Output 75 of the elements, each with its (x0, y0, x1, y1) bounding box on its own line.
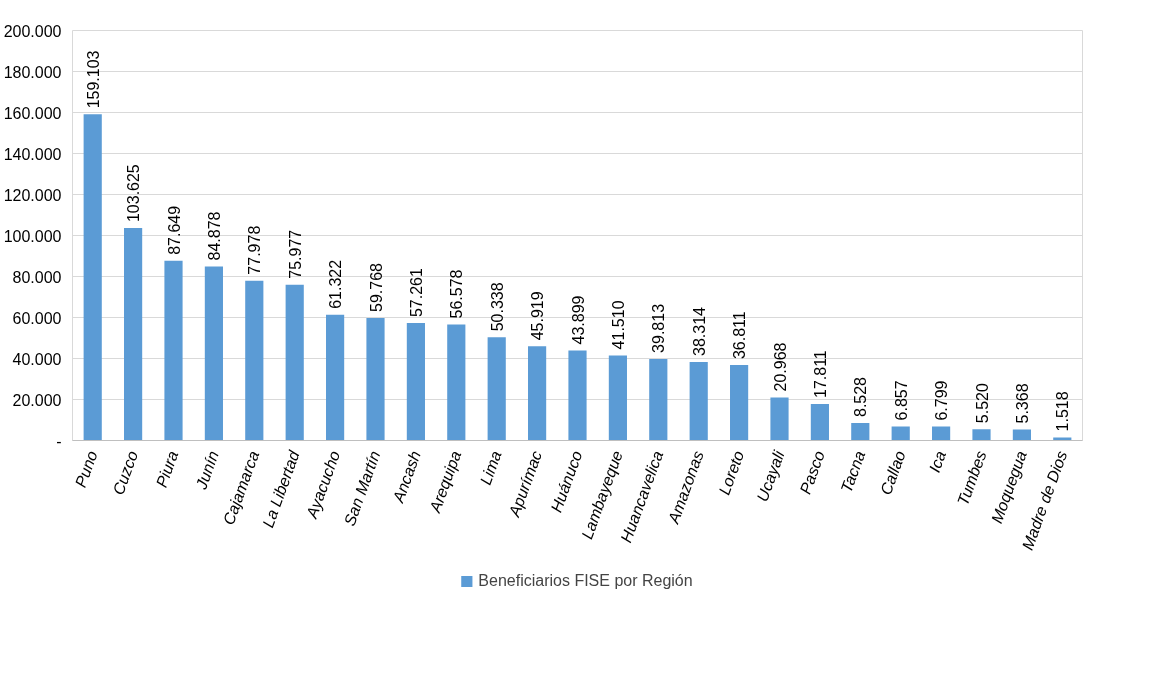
bar (406, 323, 425, 441)
bar (83, 114, 102, 441)
data-label: 84.878 (205, 211, 223, 261)
bar (366, 317, 385, 441)
x-tick-label: San Martín (340, 448, 384, 528)
bar (326, 314, 345, 441)
bar (608, 355, 627, 441)
x-tick-label: Puno (71, 448, 101, 490)
data-label: 6.799 (933, 380, 951, 421)
data-label: 38.314 (690, 306, 708, 356)
data-label: 41.510 (609, 300, 627, 350)
x-tick-label: Lima (476, 448, 505, 487)
data-label: 36.811 (731, 311, 749, 360)
x-tick-label: Loreto (715, 448, 748, 498)
data-label: 50.338 (488, 282, 506, 332)
bar (851, 423, 870, 441)
data-label: 20.968 (771, 342, 789, 392)
y-tick-label: - (56, 432, 62, 450)
x-tick-label: Ica (925, 448, 950, 475)
x-tick-label: Piura (152, 448, 182, 490)
y-tick-label: 200.000 (3, 22, 62, 40)
bar (770, 397, 789, 441)
bar (124, 228, 143, 441)
data-label: 17.811 (811, 350, 829, 398)
data-label: 159.103 (84, 50, 102, 109)
data-label: 87.649 (165, 205, 183, 255)
y-tick-label: 120.000 (3, 186, 62, 204)
x-tick-label: Junín (192, 448, 222, 493)
bar (689, 361, 708, 441)
x-tick-label: Tacna (837, 448, 869, 495)
data-label: 8.528 (852, 376, 870, 418)
legend-label: Beneficiarios FISE por Región (478, 571, 693, 590)
bar (528, 346, 547, 441)
bar (1053, 437, 1072, 441)
y-tick-label: 60.000 (12, 309, 62, 327)
bar (932, 426, 951, 441)
bar (164, 260, 183, 441)
bar (447, 324, 466, 441)
bar (810, 403, 829, 441)
data-label: 75.977 (286, 229, 304, 279)
bar (891, 426, 910, 441)
y-tick-label: 180.000 (3, 63, 62, 81)
y-tick-label: 160.000 (3, 104, 62, 122)
bar (285, 284, 304, 441)
bar (568, 350, 587, 441)
y-tick-label: 20.000 (12, 391, 62, 409)
data-label: 61.322 (327, 259, 345, 309)
x-tick-label: Ancash (389, 448, 424, 506)
y-tick-label: 40.000 (12, 350, 62, 368)
y-tick-label: 80.000 (12, 268, 62, 286)
bar (730, 365, 749, 441)
data-label: 45.919 (529, 291, 547, 341)
x-tick-label: Ucayali (753, 448, 788, 504)
data-label: 56.578 (448, 269, 466, 319)
x-tick-label: Pasco (796, 448, 828, 497)
data-label: 77.978 (246, 225, 264, 275)
data-label: 39.813 (650, 303, 668, 353)
data-label: 6.857 (892, 380, 910, 421)
y-tick-label: 100.000 (3, 227, 62, 245)
data-label: 59.768 (367, 262, 385, 312)
bar (649, 358, 668, 441)
y-tick-label: 140.000 (3, 145, 62, 163)
x-tick-label: Cuzco (109, 448, 142, 498)
x-tick-label: Callao (877, 448, 909, 498)
data-label: 1.518 (1054, 391, 1072, 432)
bar (487, 337, 506, 441)
data-label: 57.261 (407, 268, 425, 318)
bar (1012, 429, 1031, 441)
data-label: 103.625 (125, 164, 143, 223)
data-label: 5.520 (973, 383, 991, 424)
bar (245, 280, 264, 441)
bar (204, 266, 223, 441)
data-label: 5.368 (1013, 383, 1031, 424)
bar (972, 429, 991, 441)
data-label: 43.899 (569, 295, 587, 345)
